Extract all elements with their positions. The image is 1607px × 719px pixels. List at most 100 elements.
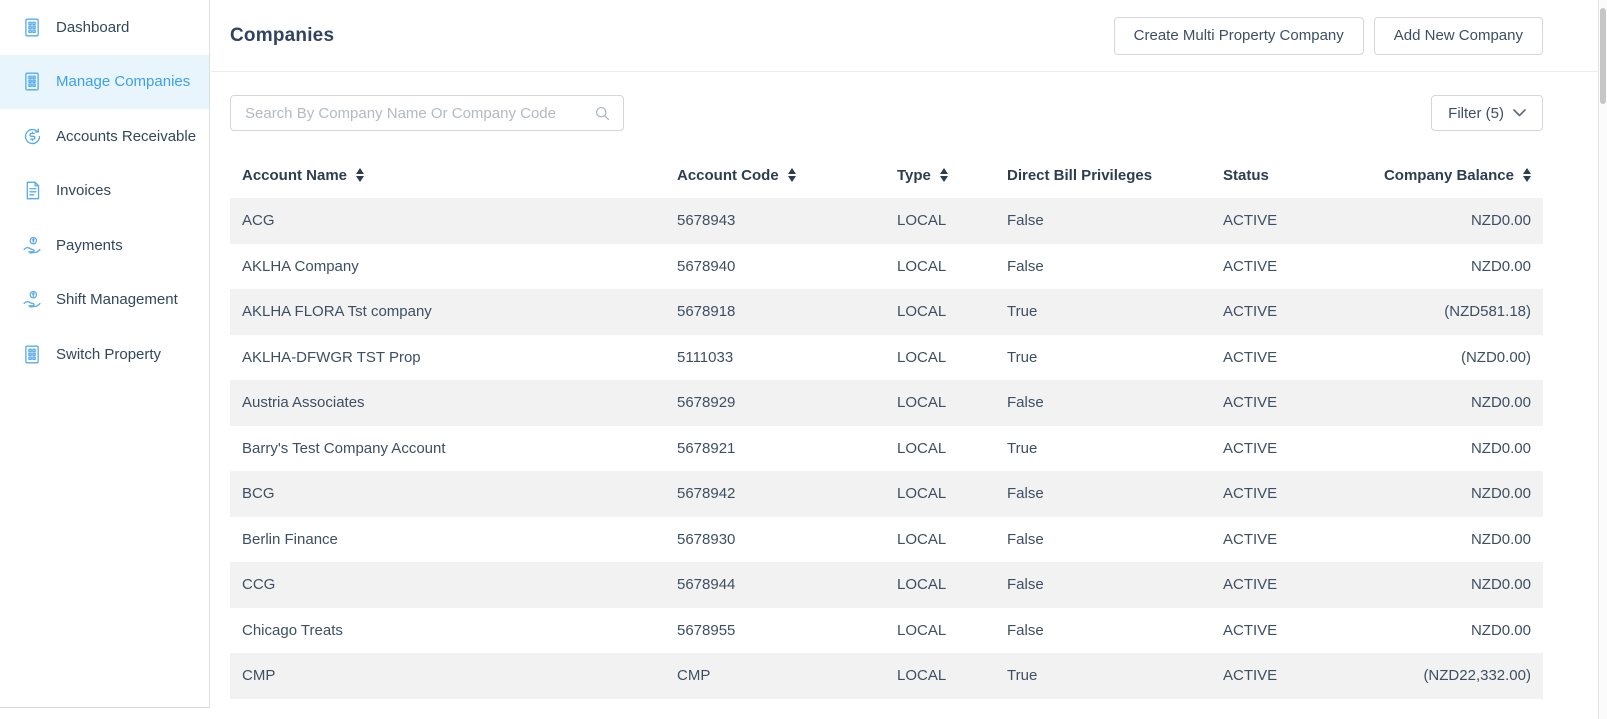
sidebar-item-accounts-receivable[interactable]: Accounts Receivable — [0, 109, 209, 164]
sidebar-item-label: Switch Property — [56, 345, 162, 363]
cell-status: ACTIVE — [1223, 667, 1278, 685]
building-icon — [21, 16, 43, 38]
table-row[interactable]: AKLHA FLORA Tst company 5678918 LOCAL True A… — [230, 289, 1543, 335]
cell-type: LOCAL — [897, 439, 947, 457]
column-header-company-balance[interactable]: Company Balance — [1383, 167, 1543, 184]
cell-account-name: Chicago Treats — [242, 621, 343, 639]
cell-account-name: Barry's Test Company Account — [242, 439, 446, 457]
cell-status: ACTIVE — [1223, 348, 1278, 366]
cell-account-code: 5678940 — [677, 257, 736, 275]
cell-account-name: Berlin Finance — [242, 530, 338, 548]
filter-button[interactable]: Filter (5) — [1431, 95, 1543, 131]
search-input[interactable] — [231, 96, 594, 130]
cell-account-code: 5678929 — [677, 394, 736, 412]
cell-direct-bill: False — [1007, 394, 1044, 412]
cell-direct-bill: False — [1007, 621, 1044, 639]
cell-balance: (NZD0.00) — [1460, 348, 1531, 366]
cell-balance: (NZD581.18) — [1444, 303, 1531, 321]
cell-balance: NZD0.00 — [1470, 394, 1531, 412]
cell-balance: (NZD22,332.00) — [1423, 667, 1531, 685]
scrollbar-thumb[interactable] — [1600, 8, 1606, 104]
cell-status: ACTIVE — [1223, 257, 1278, 275]
cell-account-code: 5111033 — [677, 348, 734, 366]
sort-icon[interactable] — [1523, 168, 1531, 182]
column-header-label: Direct Bill Privileges — [1007, 166, 1153, 184]
sidebar-item-dashboard[interactable]: Dashboard — [0, 0, 209, 55]
filter-label: Filter (5) — [1448, 104, 1504, 122]
main-content: Companies Create Multi Property Company … — [211, 0, 1598, 719]
table-row[interactable]: AKLHA Company 5678940 LOCAL False ACTIVE NZD0… — [230, 244, 1543, 290]
create-multi-property-company-button[interactable]: Create Multi Property Company — [1113, 16, 1364, 55]
sidebar-item-manage-companies[interactable]: Manage Companies — [0, 54, 209, 109]
cell-direct-bill: True — [1007, 303, 1038, 321]
cell-type: LOCAL — [897, 667, 947, 685]
sidebar-item-shift-management[interactable]: Shift Management — [0, 273, 209, 328]
cell-type: LOCAL — [897, 212, 947, 230]
table-row[interactable]: BCG 5678942 LOCAL False ACTIVE NZD0.00 — [230, 471, 1543, 517]
sidebar-item-label: Dashboard — [56, 18, 130, 36]
cell-account-code: 5678918 — [677, 303, 736, 321]
sidebar: Dashboard Manage Companies Accounts Receiv… — [0, 0, 210, 708]
cell-account-name: AKLHA-DFWGR TST Prop — [242, 348, 421, 366]
cell-account-code: 5678921 — [677, 439, 736, 457]
cell-balance: NZD0.00 — [1470, 621, 1531, 639]
cell-account-code: CMP — [677, 667, 711, 685]
sort-icon[interactable] — [787, 168, 796, 182]
add-new-company-button[interactable]: Add New Company — [1373, 16, 1543, 55]
cell-type: LOCAL — [897, 303, 947, 321]
table-body: ACG 5678943 LOCAL False ACTIVE NZD0.00 AKLHA C… — [230, 198, 1543, 699]
sidebar-item-payments[interactable]: Payments — [0, 218, 209, 273]
column-header-account-code[interactable]: Account Code — [665, 167, 885, 184]
cell-account-code: 5678955 — [677, 621, 736, 639]
column-header-type[interactable]: Type — [885, 167, 995, 184]
companies-table: Account Name Account Code Type Direct Bill … — [230, 152, 1543, 699]
table-row[interactable]: CCG 5678944 LOCAL False ACTIVE NZD0.00 — [230, 562, 1543, 608]
cell-account-name: Austria Associates — [242, 394, 365, 412]
cell-account-name: AKLHA Company — [242, 257, 359, 275]
table-row[interactable]: ACG 5678943 LOCAL False ACTIVE NZD0.00 — [230, 198, 1543, 244]
building-icon — [21, 343, 43, 365]
table-row[interactable]: Barry's Test Company Account 5678921 LOCAL… — [230, 426, 1543, 472]
cell-status: ACTIVE — [1223, 576, 1278, 594]
cell-balance: NZD0.00 — [1470, 576, 1531, 594]
cell-account-name: ACG — [242, 212, 275, 230]
sort-icon[interactable] — [939, 168, 948, 182]
cell-type: LOCAL — [897, 485, 947, 503]
table-row[interactable]: AKLHA-DFWGR TST Prop 5111033 LOCAL True ACTI… — [230, 335, 1543, 381]
table-row[interactable]: CMP CMP LOCAL True ACTIVE (NZD22,332.00) — [230, 653, 1543, 699]
cell-direct-bill: False — [1007, 257, 1044, 275]
cell-account-code: 5678943 — [677, 212, 736, 230]
cell-status: ACTIVE — [1223, 212, 1278, 230]
sort-icon[interactable] — [356, 168, 365, 182]
cell-balance: NZD0.00 — [1470, 439, 1531, 457]
sidebar-item-label: Payments — [56, 236, 123, 254]
cell-type: LOCAL — [897, 576, 947, 594]
cell-status: ACTIVE — [1223, 303, 1278, 321]
cell-direct-bill: False — [1007, 485, 1044, 503]
table-row[interactable]: Chicago Treats 5678955 LOCAL False ACTIVE NZD… — [230, 608, 1543, 654]
column-header-label: Status — [1223, 166, 1269, 184]
table-row[interactable]: Berlin Finance 5678930 LOCAL False ACTIVE NZD… — [230, 517, 1543, 563]
cell-status: ACTIVE — [1223, 621, 1278, 639]
cell-type: LOCAL — [897, 348, 947, 366]
cell-account-code: 5678930 — [677, 530, 736, 548]
cell-balance: NZD0.00 — [1470, 212, 1531, 230]
table-header-row: Account Name Account Code Type Direct Bill … — [230, 152, 1543, 198]
page-header: Companies Create Multi Property Company … — [211, 0, 1598, 72]
cell-direct-bill: True — [1007, 667, 1038, 685]
sidebar-item-invoices[interactable]: Invoices — [0, 164, 209, 219]
vertical-scrollbar[interactable] — [1598, 0, 1607, 719]
sidebar-item-label: Manage Companies — [56, 73, 191, 91]
column-header-label: Account Code — [677, 166, 779, 184]
cell-account-name: CCG — [242, 576, 276, 594]
cell-status: ACTIVE — [1223, 439, 1278, 457]
table-row[interactable]: Austria Associates 5678929 LOCAL False ACTIV… — [230, 380, 1543, 426]
sidebar-item-switch-property[interactable]: Switch Property — [0, 327, 209, 382]
column-header-account-name[interactable]: Account Name — [230, 167, 665, 184]
column-header-status: Status — [1211, 167, 1383, 184]
cell-direct-bill: True — [1007, 348, 1038, 366]
currency-refresh-icon — [21, 125, 43, 147]
cell-balance: NZD0.00 — [1470, 485, 1531, 503]
sidebar-item-label: Accounts Receivable — [56, 127, 197, 145]
cell-account-name: CMP — [242, 667, 276, 685]
